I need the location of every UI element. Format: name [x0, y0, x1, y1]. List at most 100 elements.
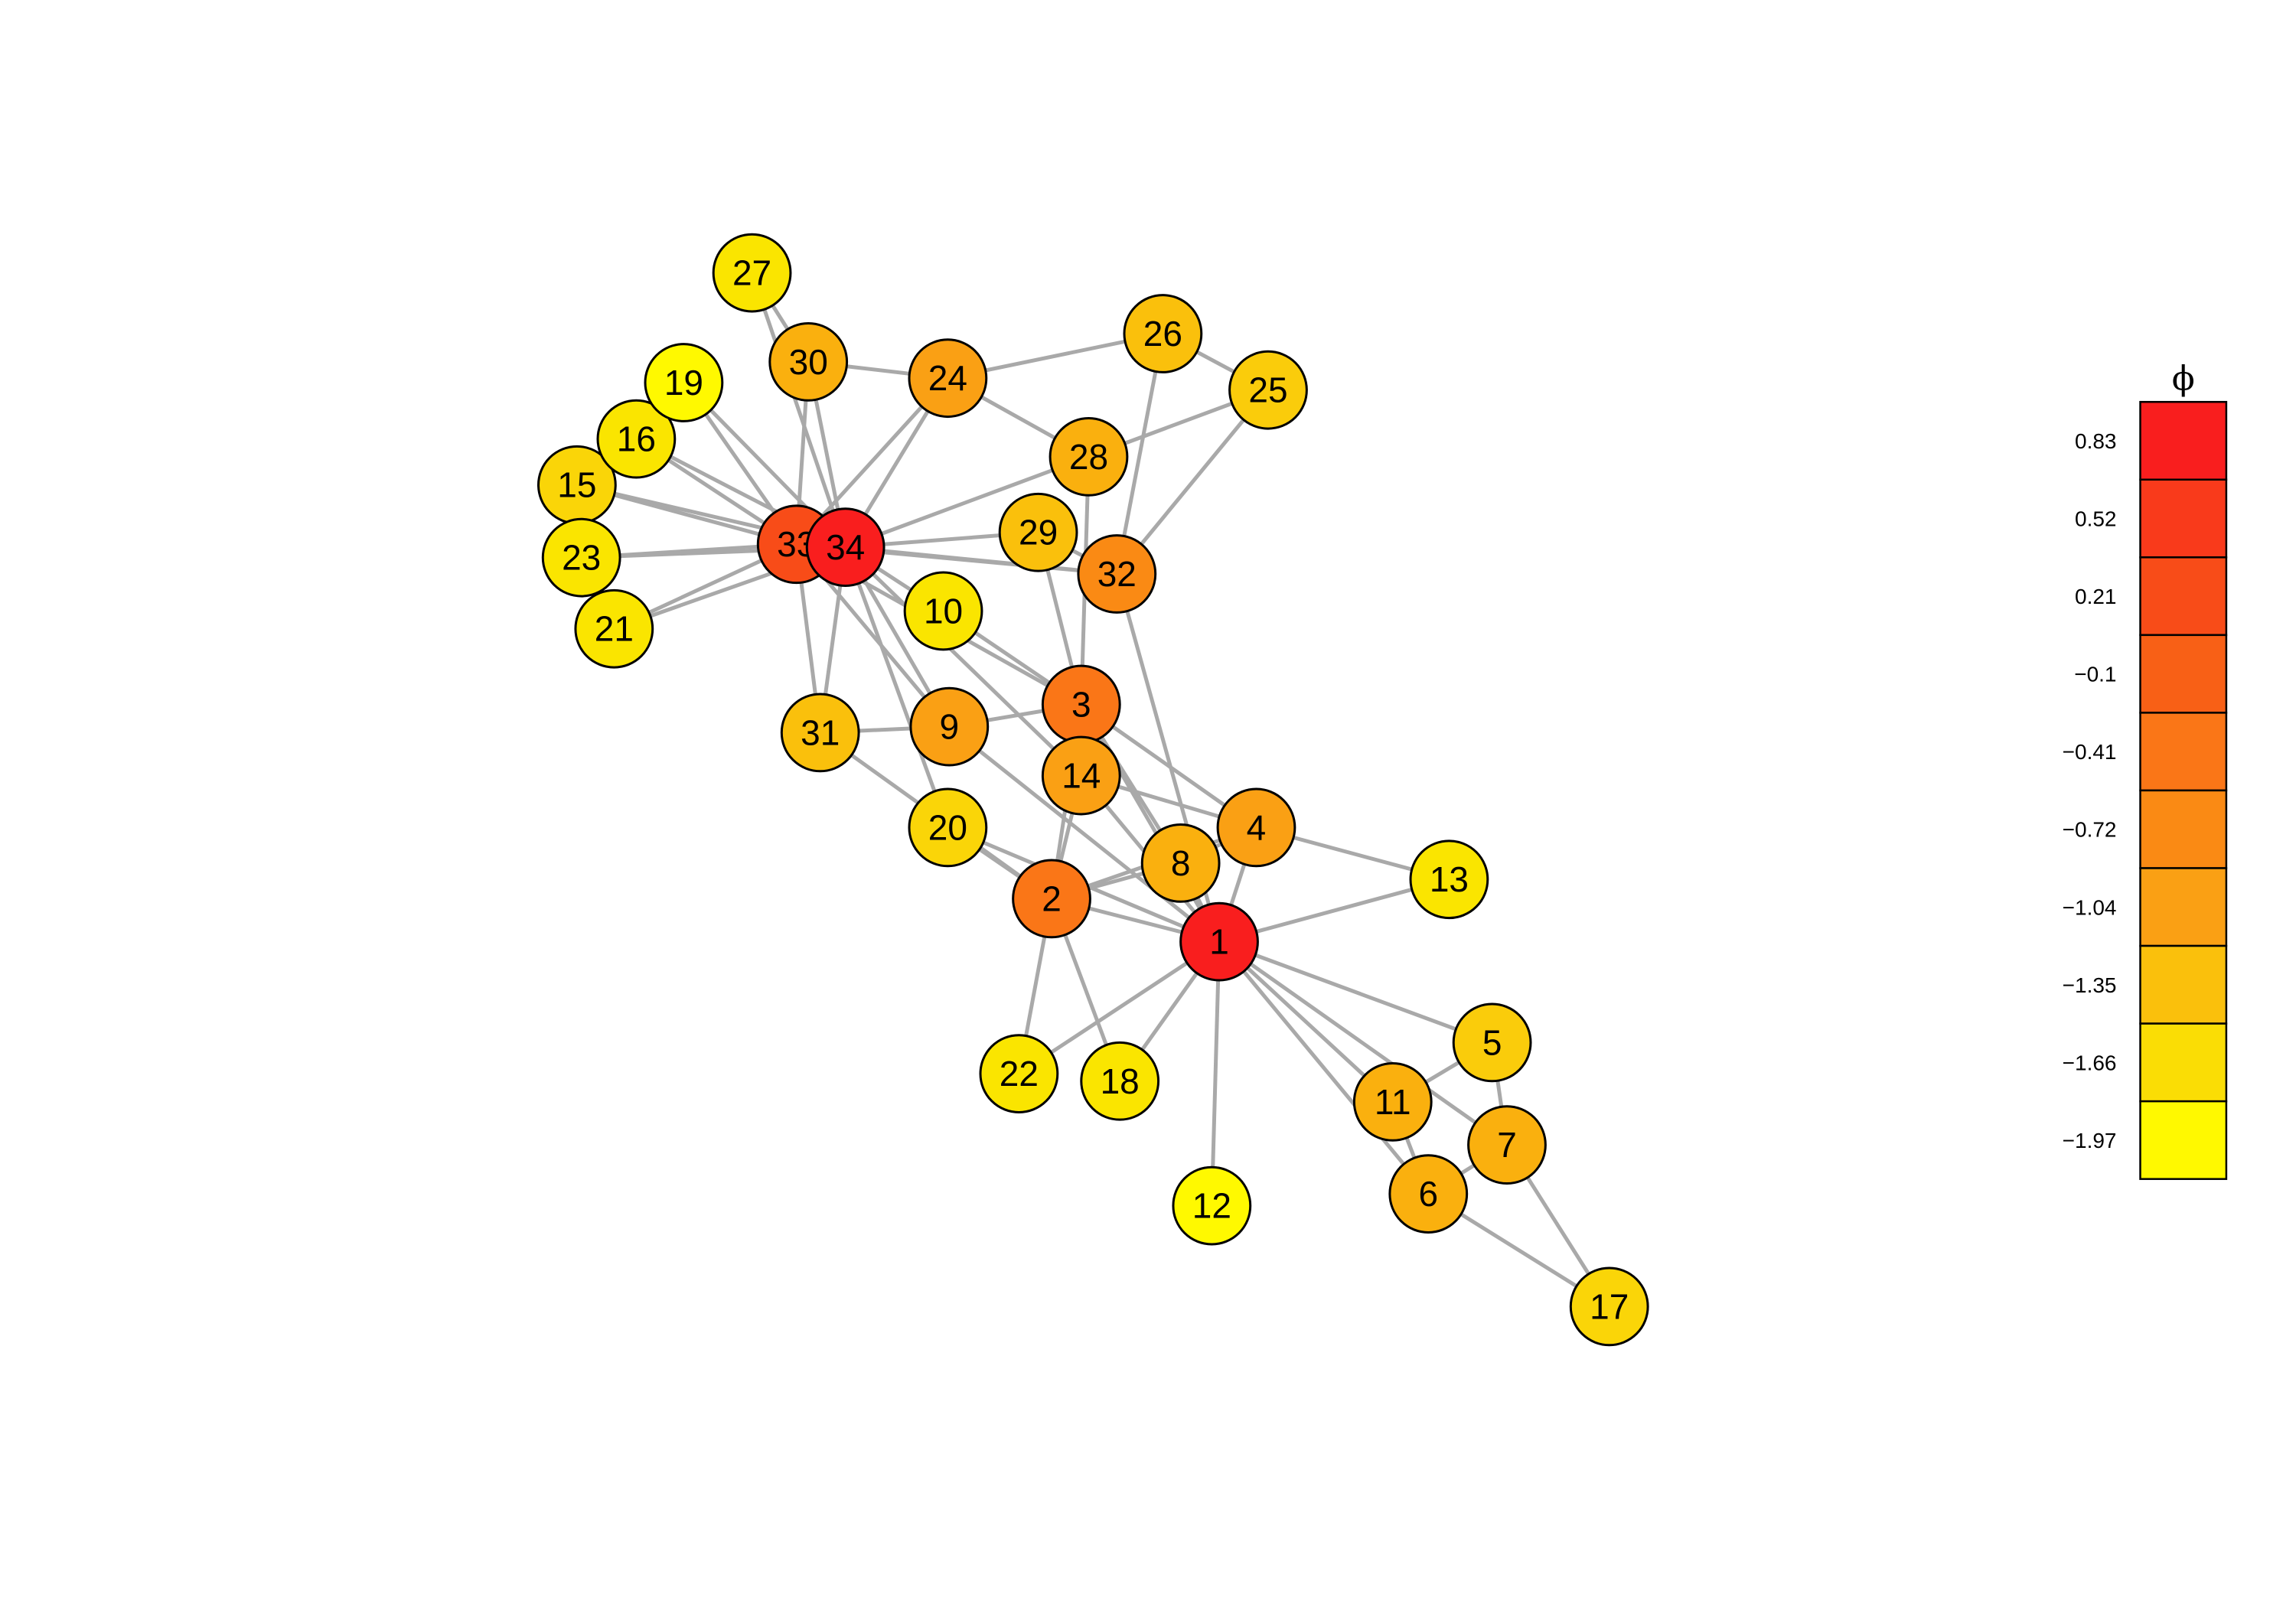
node-9[interactable]: 9 [909, 686, 990, 767]
node-label: 8 [1171, 843, 1191, 883]
node-label: 21 [595, 609, 634, 649]
node-label: 32 [1097, 554, 1137, 594]
node-circle [1216, 787, 1296, 868]
edge-1-12 [1209, 941, 1221, 1206]
node-label: 3 [1071, 685, 1091, 725]
node-circle [1172, 1165, 1252, 1246]
node-circle [1352, 1062, 1433, 1142]
legend-bin-label: −1.35 [2063, 973, 2117, 997]
node-circle [1467, 1105, 1547, 1185]
node-label: 14 [1062, 756, 1101, 796]
node-18[interactable]: 18 [1080, 1041, 1160, 1121]
node-label: 20 [928, 807, 967, 847]
node-circle [903, 571, 983, 651]
node-30[interactable]: 30 [768, 321, 849, 402]
node-circle [1012, 859, 1091, 939]
node-label: 27 [732, 253, 771, 293]
edge-27-34 [750, 272, 848, 548]
node-label: 17 [1590, 1286, 1629, 1326]
node-circle [780, 693, 860, 773]
node-circle [768, 321, 849, 402]
node-6[interactable]: 6 [1388, 1154, 1469, 1234]
legend-bin-swatch [2139, 634, 2228, 714]
legend-bin-swatch [2139, 556, 2228, 637]
node-circle [998, 492, 1078, 572]
node-label: 29 [1019, 513, 1058, 553]
node-circle [541, 517, 621, 598]
edge-1-7 [1218, 940, 1508, 1147]
legend-bin-swatch [2139, 400, 2228, 481]
node-14[interactable]: 14 [1041, 735, 1121, 816]
node-circle [596, 399, 677, 479]
node-label: 19 [664, 363, 703, 403]
node-11[interactable]: 11 [1352, 1062, 1433, 1142]
node-5[interactable]: 5 [1452, 1002, 1532, 1083]
node-label: 25 [1248, 370, 1287, 410]
edge-1-6 [1218, 940, 1430, 1195]
node-label: 11 [1375, 1082, 1411, 1122]
node-label: 30 [789, 342, 828, 382]
node-20[interactable]: 20 [908, 787, 988, 868]
node-circle [908, 787, 988, 868]
node-25[interactable]: 25 [1228, 350, 1308, 430]
node-circle [1080, 1041, 1160, 1121]
node-label: 31 [801, 712, 840, 752]
node-circle [1569, 1266, 1649, 1347]
legend-bin-label: −0.41 [2063, 740, 2117, 764]
node-21[interactable]: 21 [574, 588, 654, 669]
node-label: 13 [1430, 859, 1469, 899]
node-34[interactable]: 34 [805, 507, 885, 588]
legend-bin-label: −0.1 [2074, 663, 2116, 686]
legend-bin-label: −1.66 [2063, 1051, 2117, 1074]
legend-bin-label: 0.52 [2075, 507, 2117, 531]
node-3[interactable]: 3 [1041, 664, 1121, 745]
node-1[interactable]: 1 [1179, 901, 1259, 982]
legend-title: ϕ [2172, 360, 2195, 399]
node-label: 1 [1209, 922, 1229, 962]
node-13[interactable]: 13 [1409, 839, 1489, 920]
node-22[interactable]: 22 [979, 1034, 1059, 1113]
legend-bin-swatch [2139, 478, 2228, 559]
node-27[interactable]: 27 [712, 233, 792, 313]
node-circle [574, 588, 654, 669]
node-label: 26 [1143, 314, 1182, 354]
node-19[interactable]: 19 [644, 343, 724, 422]
node-circle [1409, 839, 1489, 920]
node-circle [712, 233, 792, 313]
legend-bin-label: −1.04 [2063, 895, 2117, 919]
node-label: 12 [1192, 1186, 1231, 1226]
node-17[interactable]: 17 [1569, 1266, 1649, 1347]
node-29[interactable]: 29 [998, 492, 1078, 572]
edge-1-22 [1018, 940, 1221, 1076]
edge-20-34 [843, 546, 950, 829]
node-label: 34 [826, 527, 865, 567]
node-label: 7 [1497, 1125, 1517, 1165]
node-12[interactable]: 12 [1172, 1165, 1252, 1246]
node-circle [1049, 417, 1129, 497]
node-7[interactable]: 7 [1467, 1105, 1547, 1185]
node-label: 5 [1482, 1022, 1502, 1062]
node-8[interactable]: 8 [1140, 823, 1221, 903]
node-24[interactable]: 24 [908, 338, 988, 419]
node-2[interactable]: 2 [1012, 859, 1091, 939]
node-28[interactable]: 28 [1049, 417, 1129, 497]
node-10[interactable]: 10 [903, 571, 983, 651]
edge-1-9 [947, 725, 1221, 944]
edge-26-32 [1114, 333, 1165, 575]
node-label: 10 [924, 591, 963, 631]
node-label: 28 [1069, 437, 1108, 477]
node-15[interactable]: 15 [536, 445, 617, 525]
node-circle [1228, 350, 1308, 430]
node-label: 4 [1247, 807, 1267, 847]
node-circle [805, 507, 885, 588]
legend-bin-label: 0.21 [2075, 585, 2117, 608]
node-4[interactable]: 4 [1216, 787, 1296, 868]
node-16[interactable]: 16 [596, 399, 677, 479]
node-32[interactable]: 32 [1077, 534, 1157, 614]
node-26[interactable]: 26 [1123, 294, 1203, 373]
node-31[interactable]: 31 [780, 693, 860, 773]
node-circle [1123, 294, 1203, 373]
node-23[interactable]: 23 [541, 517, 621, 598]
legend-bin-label: −0.72 [2063, 818, 2117, 842]
